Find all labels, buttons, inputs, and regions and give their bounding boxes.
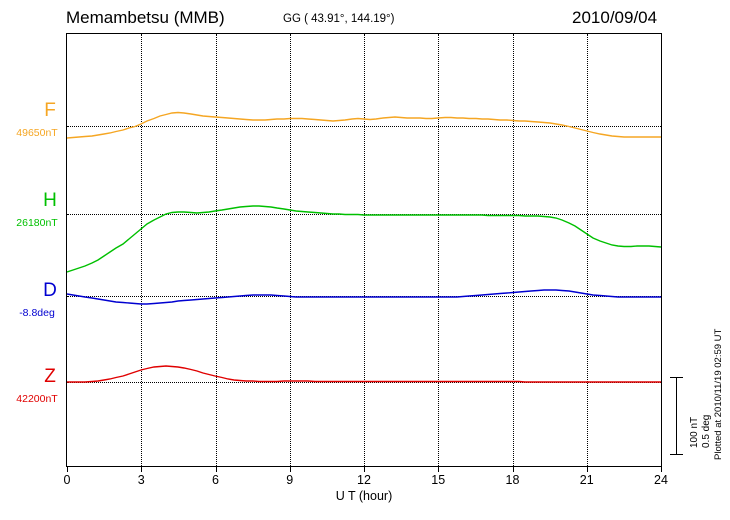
component-value-z: 42200nT xyxy=(16,393,58,405)
scalebar-line xyxy=(676,377,677,454)
gridline-3h xyxy=(141,34,143,466)
station-coordinates: GG ( 43.91°, 144.19°) xyxy=(283,13,395,25)
gridline-15h xyxy=(438,34,440,466)
xtick-label-6: 6 xyxy=(212,473,219,487)
xtick-12 xyxy=(364,467,365,472)
scalebar-nt-label: 100 nT xyxy=(689,416,700,448)
baseline-f xyxy=(67,126,661,127)
x-axis: 0 3 6 9 12 15 18 21 24 xyxy=(63,467,668,489)
component-value-d: -8.8deg xyxy=(19,307,55,319)
baseline-z xyxy=(67,382,661,383)
xtick-18 xyxy=(512,467,514,472)
component-value-h: 26180nT xyxy=(16,217,58,229)
component-label-d: D xyxy=(43,280,57,301)
observation-date: 2010/09/04 xyxy=(572,8,658,27)
gridline-12h xyxy=(364,34,365,466)
trace-svg xyxy=(67,111,661,383)
xtick-label-3: 3 xyxy=(137,473,145,487)
plot-inner xyxy=(67,34,661,466)
xtick-0 xyxy=(67,467,68,472)
scalebar-deg-label: 0.5 deg xyxy=(701,414,712,448)
xtick-6 xyxy=(215,467,217,472)
component-label-h: H xyxy=(43,190,57,211)
trace-h xyxy=(67,205,661,273)
xtick-label-18: 18 xyxy=(505,473,520,487)
xtick-label-0: 0 xyxy=(63,473,71,487)
xtick-24 xyxy=(661,467,662,472)
trace-z xyxy=(67,365,661,383)
component-value-f: 49650nT xyxy=(16,127,58,139)
xtick-9 xyxy=(289,467,291,472)
trace-f xyxy=(67,111,661,139)
x-axis-title: U T (hour) xyxy=(335,489,393,503)
xtick-label-21: 21 xyxy=(579,473,594,487)
trace-d xyxy=(67,289,661,305)
scalebar-cap-bottom xyxy=(670,454,683,455)
page-title: Memambetsu (MMB) xyxy=(66,8,225,27)
component-label-z: Z xyxy=(44,366,56,387)
gridline-6h xyxy=(215,34,217,466)
gridline-21h xyxy=(586,34,588,466)
component-label-f: F xyxy=(44,100,56,121)
xtick-21 xyxy=(586,467,588,472)
xtick-label-15: 15 xyxy=(431,473,446,487)
xtick-label-9: 9 xyxy=(286,473,294,487)
xtick-label-24: 24 xyxy=(654,473,668,487)
xtick-3 xyxy=(141,467,143,472)
plotted-at-label: Plotted at 2010/11/19 02:59 UT xyxy=(713,328,724,460)
gridline-18h xyxy=(512,34,514,466)
xtick-15 xyxy=(438,467,440,472)
plot-area xyxy=(66,33,662,467)
gridline-9h xyxy=(289,34,291,466)
xtick-label-12: 12 xyxy=(357,473,371,487)
